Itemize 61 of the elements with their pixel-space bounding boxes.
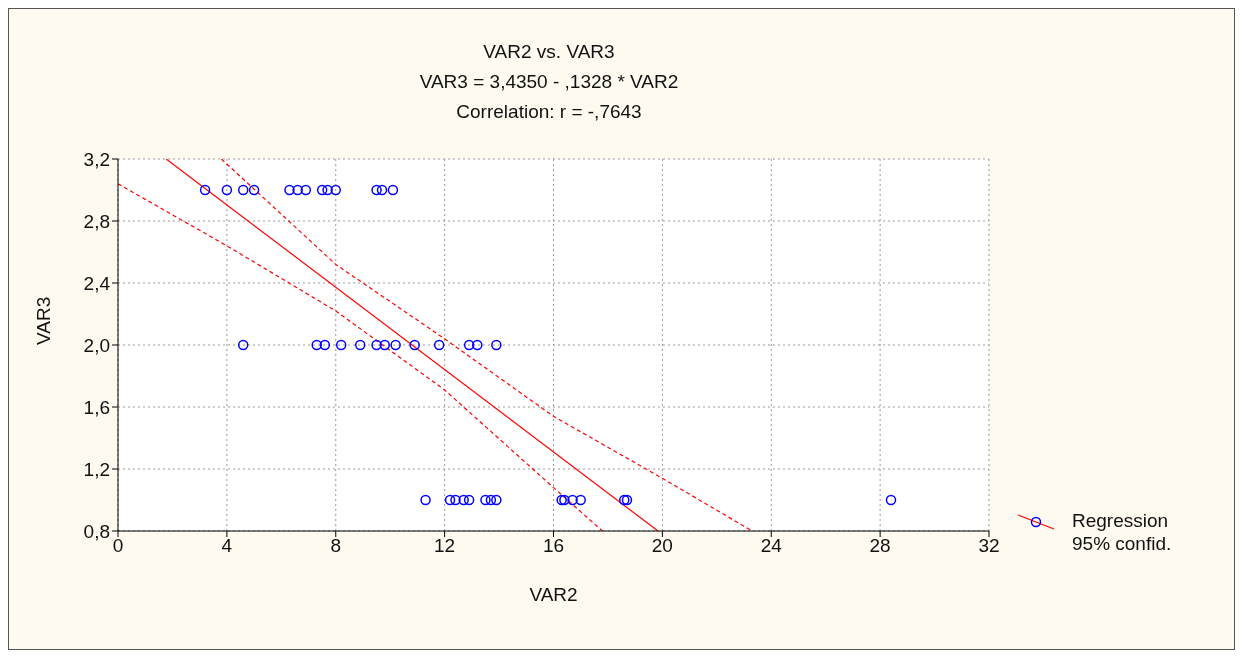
point [575,494,586,506]
x-axis-title: VAR2 [529,584,578,605]
point [371,339,382,351]
chart-title: VAR2 vs. VAR3 [482,40,616,64]
point [463,494,475,506]
point [330,184,341,196]
text: Correlation: r = -,7643 [455,100,643,124]
point [319,339,331,351]
point [376,184,388,196]
x-tick-label: 28 [869,535,891,557]
point [292,184,303,196]
point [221,184,233,196]
line-series [220,159,753,531]
y-tick-label: 2,4 [83,272,111,294]
y-tick-label: 1,6 [83,396,110,418]
x-tick-label: 8 [330,535,342,557]
point [387,184,399,196]
y-tick-label: 2,8 [83,210,110,232]
point [491,494,502,506]
point [885,494,897,506]
point [450,494,461,506]
point [390,339,401,351]
point [420,494,431,506]
point [409,339,420,351]
line-series [118,183,604,531]
point [322,184,333,196]
x-tick-label: 4 [221,535,233,557]
point [472,339,483,351]
x-tick-label: 12 [434,535,456,557]
y-axis-title: VAR3 [32,296,54,345]
point [284,184,295,196]
x-tick-label: 16 [542,535,565,557]
point [237,339,249,351]
point [433,339,445,351]
point [355,339,366,351]
point [316,184,328,196]
y-tick-label: 1,2 [83,458,110,480]
point [485,494,497,506]
x-tick-label: 20 [651,535,673,557]
y-tick-label: 0,8 [83,520,110,542]
point [379,339,390,351]
chart-subtitle: VAR3 = 3,4350 - ,1328 * VAR2 [418,70,680,94]
point [491,339,502,351]
point [463,339,475,351]
y-tick-label: 3,2 [83,148,110,170]
legend-label: Regression 95% confid. [1072,509,1173,555]
point [311,339,322,351]
point [248,184,260,196]
point [444,494,456,506]
x-tick-label: 0 [112,535,124,557]
x-tick-label: 24 [760,535,783,557]
y-tick-label: 2,0 [83,334,110,356]
point [567,494,578,506]
point [335,339,347,351]
point [480,494,491,506]
point [199,184,211,196]
point [458,494,469,506]
point [237,184,249,196]
point [300,184,312,196]
point [371,184,382,196]
x-tick-label: 32 [978,535,1000,557]
